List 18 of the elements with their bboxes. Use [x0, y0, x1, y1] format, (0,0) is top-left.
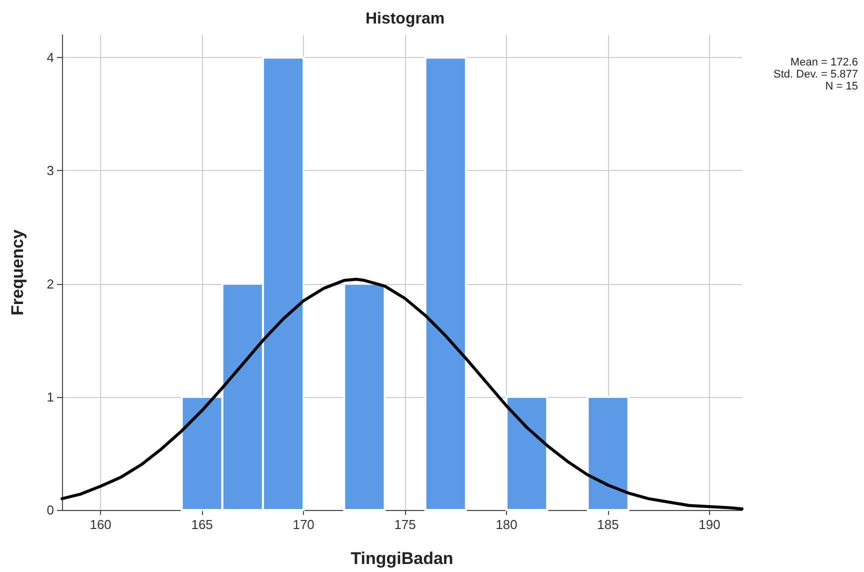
- x-tick-label: 190: [698, 517, 720, 532]
- x-tick-label: 175: [394, 517, 416, 532]
- x-tick-label: 180: [496, 517, 518, 532]
- text: Mean = 172.6: [790, 56, 858, 68]
- y-tick-label: 2: [46, 276, 54, 292]
- y-tick-label: 0: [46, 502, 54, 518]
- y-tick-label: 1: [46, 389, 54, 404]
- text: Std. Dev. = 5.877: [774, 68, 858, 80]
- x-tick-label: 170: [292, 517, 314, 532]
- x-tick-label: 165: [191, 517, 213, 532]
- x-tick-label: 185: [597, 517, 619, 532]
- y-axis-title: Frequency: [8, 228, 27, 316]
- y-tick-label: 3: [46, 163, 54, 178]
- x-axis-title: TinggiBadan: [350, 549, 454, 568]
- text: N = 15: [825, 80, 858, 92]
- chart-title: Histogram: [365, 10, 445, 28]
- y-tick-label: 4: [46, 50, 54, 66]
- x-tick-label: 160: [90, 517, 112, 532]
